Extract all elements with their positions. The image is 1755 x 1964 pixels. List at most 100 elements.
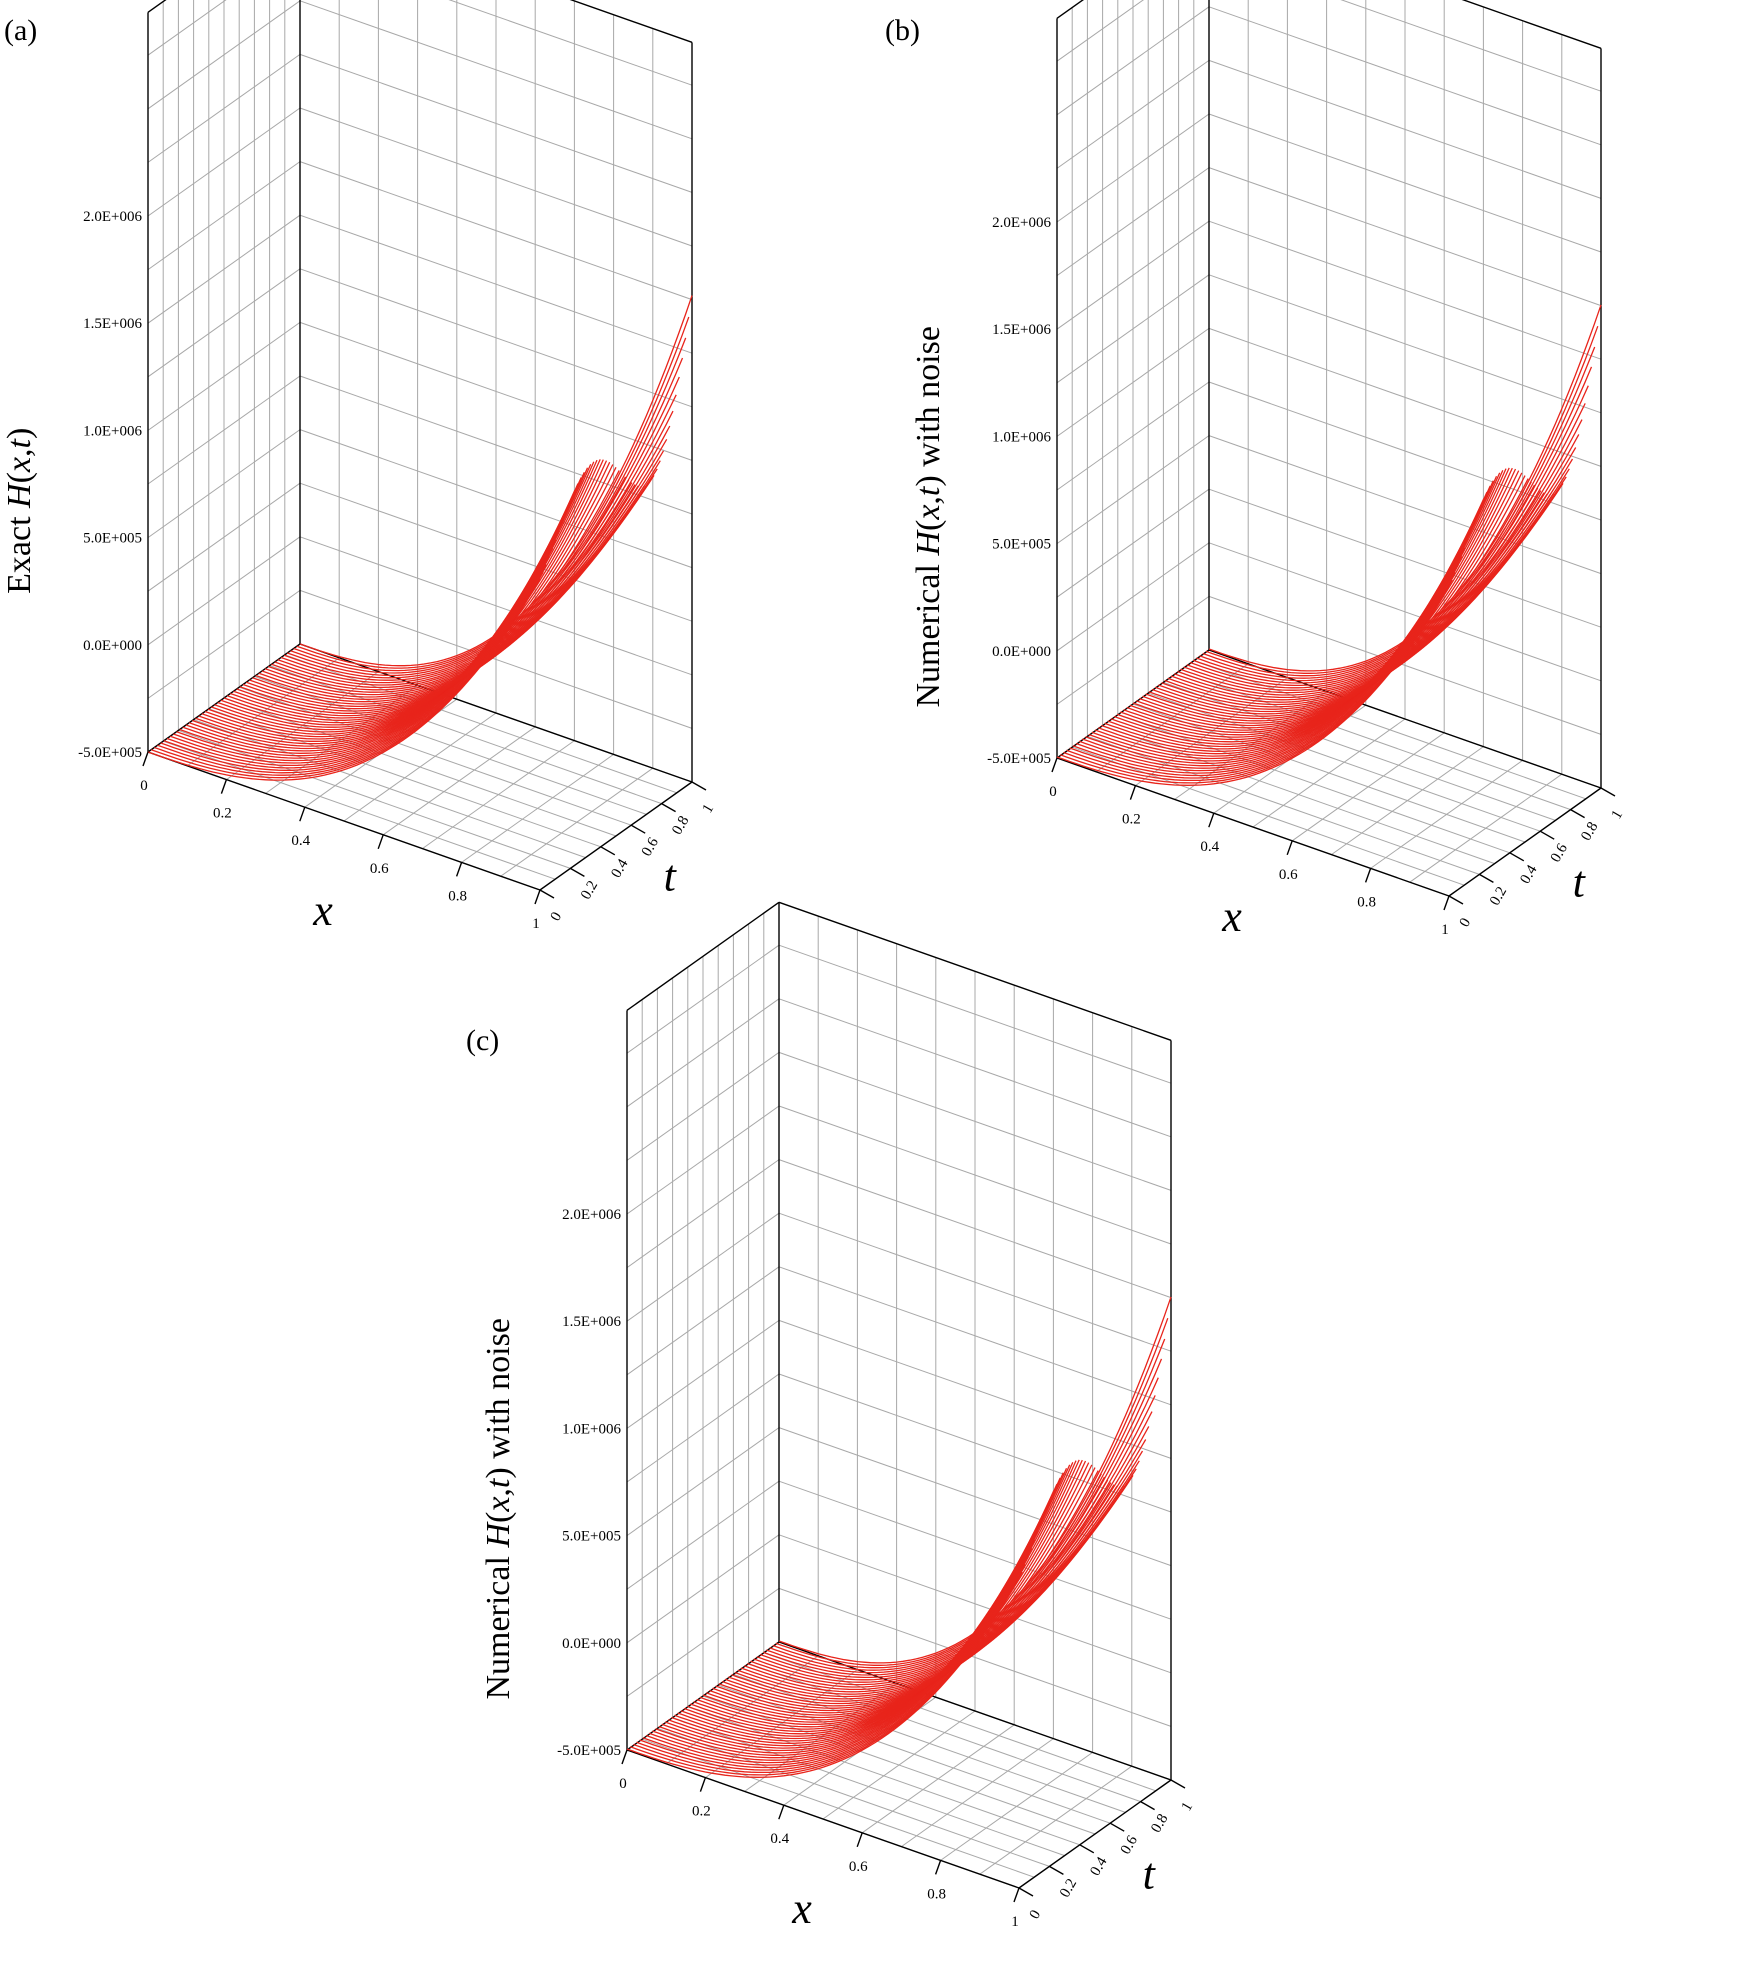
surface-curve — [293, 337, 687, 672]
surface-curve — [743, 1468, 1137, 1691]
surface-curve — [1116, 467, 1510, 741]
z-axis-label-part: Numerical — [480, 1548, 517, 1700]
floor-gridline — [422, 740, 575, 850]
surface-curve — [683, 1460, 1077, 1735]
back-wall-gridline — [1208, 274, 1602, 414]
t-tick-mark — [1600, 787, 1616, 797]
x-tick-label: 0 — [1049, 784, 1057, 800]
t-tick-mark — [1539, 830, 1555, 840]
surface-curve — [1120, 467, 1513, 738]
z-axis-label-part: H — [480, 1521, 517, 1549]
back-wall-gridline — [299, 589, 693, 729]
back-wall-gridline — [1208, 220, 1602, 360]
surface-curve — [290, 357, 684, 674]
z-axis-label-part: Exact — [1, 508, 38, 594]
x-tick-mark — [142, 751, 149, 767]
t-tick-mark — [539, 889, 555, 899]
surface-curve — [198, 464, 592, 742]
x-tick-label: 0.2 — [213, 806, 232, 822]
surface-curve — [1189, 419, 1583, 687]
surface-curve — [1199, 366, 1593, 679]
t-tick-mark — [1570, 808, 1585, 819]
box-edge — [626, 1749, 1020, 1889]
x-tick-label: 0.6 — [370, 861, 389, 877]
surface-curve — [299, 295, 693, 667]
z-tick-label: -5.0E+005 — [78, 745, 142, 761]
floor-gridline — [901, 1738, 1054, 1848]
side-wall-gridline — [147, 429, 301, 539]
z-axis-label-part: t — [480, 1477, 517, 1488]
t-tick-mark — [661, 802, 676, 813]
surface-curve — [1059, 579, 1453, 784]
z-axis-label-part: x — [910, 505, 947, 521]
side-wall-gridline — [1056, 6, 1210, 116]
z-tick-label: 5.0E+005 — [992, 537, 1051, 553]
back-wall-gridline — [1340, 0, 1602, 92]
surface-curve — [626, 1578, 1020, 1778]
surface-curve — [1123, 468, 1517, 736]
side-wall-gridline — [1056, 381, 1210, 491]
floor-gridline — [979, 1765, 1133, 1875]
t-axis-label: t — [1573, 858, 1587, 907]
surface-curve — [772, 1338, 1166, 1669]
floor-gridline — [763, 1652, 1156, 1792]
x-tick-mark — [534, 889, 541, 905]
side-wall-gridline — [147, 0, 301, 110]
side-wall-gridline — [1056, 59, 1210, 169]
floor-gridline — [1409, 773, 1563, 883]
back-wall-gridline — [1208, 542, 1602, 682]
surface-curve — [214, 460, 608, 731]
floor-gridline — [223, 697, 617, 837]
surface-curve — [1202, 346, 1596, 677]
surface-curve — [629, 1571, 1023, 1776]
surface-curve — [1192, 403, 1586, 684]
side-wall-gridline — [1056, 435, 1210, 545]
floor-gridline — [284, 654, 677, 794]
surface-curve — [740, 1475, 1134, 1693]
box-edge — [1056, 757, 1450, 897]
t-tick-label: 1 — [1179, 1800, 1197, 1814]
surface-curve — [769, 1358, 1163, 1671]
z-axis-label-part: t — [910, 485, 947, 496]
box-edge — [1018, 1779, 1172, 1889]
surface-curve — [762, 1395, 1156, 1676]
surface-curve — [680, 1462, 1074, 1737]
x-tick-label: 0.2 — [1122, 812, 1141, 828]
surface-curve — [211, 459, 604, 733]
side-wall-gridline — [1056, 595, 1210, 705]
z-axis-ticks: -5.0E+005 0.0E+000 5.0E+005 1.0E+006 1.5E+00… — [557, 1207, 621, 1759]
floor-gridline — [1178, 671, 1571, 811]
z-axis-label-part: ) — [910, 475, 947, 486]
grid — [147, 0, 693, 891]
side-wall-gridline — [147, 536, 301, 646]
x-tick-label: 0.4 — [1200, 839, 1219, 855]
surface-curve — [271, 450, 665, 689]
x-tick-label: 1 — [1441, 922, 1449, 938]
back-wall-gridline — [448, 0, 693, 86]
surface-curve — [1154, 493, 1548, 713]
side-wall-gridline — [626, 1319, 780, 1429]
x-axis-label: x — [1221, 892, 1242, 941]
floor-gridline — [1331, 746, 1484, 856]
t-tick-label: 1 — [700, 802, 718, 816]
back-wall-gridline — [1208, 435, 1602, 575]
box-edge — [1056, 649, 1210, 759]
box-edge — [1056, 0, 1084, 19]
z-axis-label-part: ( — [480, 1512, 517, 1523]
x-tick-label: 0.4 — [291, 833, 310, 849]
z-axis-label-part: , — [480, 1488, 517, 1497]
surface-curve — [671, 1472, 1064, 1744]
surface-curve — [1196, 385, 1589, 682]
x-tick-mark — [1013, 1887, 1020, 1903]
floor-gridline — [702, 1695, 1096, 1835]
surface-curve — [1208, 304, 1602, 672]
back-wall-gridline — [778, 1587, 1172, 1727]
back-wall-gridline — [299, 53, 693, 193]
grid — [626, 901, 1172, 1889]
t-tick-mark — [570, 867, 585, 878]
side-wall-gridline — [626, 998, 780, 1108]
side-wall-gridline — [626, 1373, 780, 1483]
t-tick-label: 0 — [548, 910, 566, 924]
t-tick-mark — [1509, 852, 1525, 862]
surface-curve — [1110, 470, 1504, 745]
